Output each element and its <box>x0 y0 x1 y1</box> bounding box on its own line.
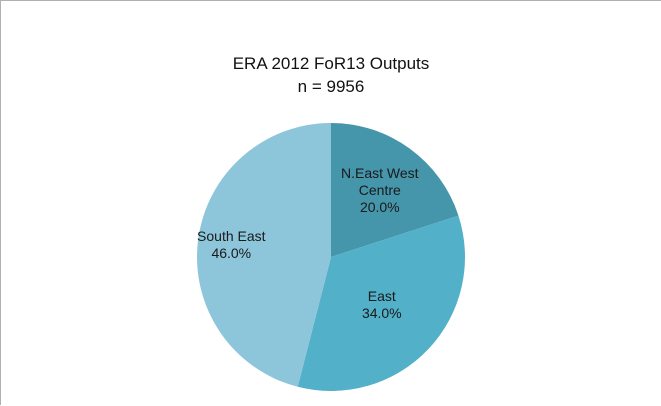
slice-name-label: N.East West <box>341 165 419 181</box>
pie-slice <box>297 215 465 391</box>
slice-label: N.East West Centre 20.0% <box>341 165 419 215</box>
slice-name-label: Centre <box>359 182 401 198</box>
slice-value-label: 46.0% <box>211 245 251 261</box>
slice-value-label: 34.0% <box>362 305 402 321</box>
pie-slices <box>197 123 465 391</box>
chart-title: ERA 2012 FoR13 Outputs <box>233 54 430 73</box>
slice-label: East 34.0% <box>362 288 402 321</box>
pie-labels: N.East West Centre 20.0% East 34.0% South Eas… <box>197 165 419 321</box>
pie-slice <box>197 123 331 387</box>
slice-label: South East 46.0% <box>197 228 266 261</box>
slice-name-label: South East <box>197 228 266 244</box>
slice-name-label: East <box>368 288 396 304</box>
pie-slice <box>331 123 459 257</box>
slice-value-label: 20.0% <box>360 199 400 215</box>
chart-subtitle: n = 9956 <box>298 77 365 96</box>
